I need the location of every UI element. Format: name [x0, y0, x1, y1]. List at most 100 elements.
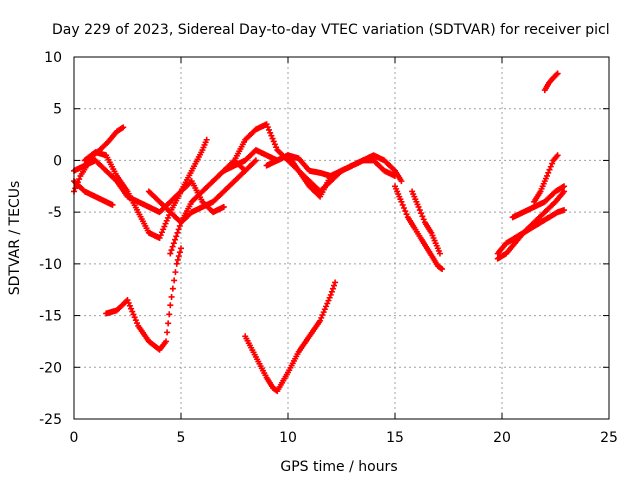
data-point [264, 124, 271, 131]
y-tick-label: 10 [44, 50, 62, 66]
data-point [265, 126, 272, 133]
data-point [124, 297, 131, 304]
y-axis-label: SDTVAR / TECUs [7, 181, 23, 296]
y-tick-label: -20 [39, 360, 62, 376]
data-point [160, 226, 167, 233]
data-point [419, 213, 426, 220]
plot-frame [73, 56, 610, 420]
data-point [326, 294, 333, 301]
series-track-5 [103, 245, 184, 353]
series-track-10 [263, 152, 398, 179]
data-point [317, 317, 324, 324]
data-point [553, 71, 560, 78]
x-tick-label: 0 [70, 430, 79, 446]
series-track-7 [167, 157, 259, 257]
data-point [561, 188, 568, 195]
data-point [132, 317, 139, 324]
data-point [325, 297, 332, 304]
data-point [131, 314, 138, 321]
series-track-12 [392, 183, 446, 273]
data-point [167, 250, 174, 257]
data-point [549, 160, 556, 167]
series-track-14 [494, 207, 568, 257]
data-point [164, 214, 171, 221]
data-point [134, 320, 141, 327]
data-point [169, 243, 176, 250]
data-point [268, 132, 275, 139]
series-track-3 [81, 149, 227, 241]
data-point [220, 203, 227, 210]
data-point [324, 300, 331, 307]
data-point [169, 285, 176, 292]
axis-ticks: 0 5 10 15 20 25 -25 -20 -15 -10 -5 0 5 10 [39, 50, 618, 446]
data-point [318, 314, 325, 321]
data-point [392, 172, 398, 179]
data-point [439, 266, 446, 273]
series-track-9 [231, 121, 345, 195]
y-tick-label: -10 [39, 257, 62, 273]
data-point [171, 277, 178, 284]
x-tick-label: 15 [386, 430, 404, 446]
data-point [273, 144, 280, 151]
series-track-4 [71, 178, 116, 208]
data-point [165, 320, 172, 327]
y-tick-label: -25 [39, 412, 62, 428]
data-point [543, 172, 550, 179]
data-point [420, 216, 427, 223]
data-point [162, 220, 169, 227]
x-tick-label: 25 [600, 430, 618, 446]
data-point [546, 166, 553, 173]
data-point [418, 210, 425, 217]
data-point [269, 135, 276, 142]
data-point [251, 158, 258, 165]
data-point [163, 217, 170, 224]
data-point [76, 176, 83, 183]
data-point [321, 306, 328, 313]
data-point [416, 207, 423, 214]
data-point [168, 247, 175, 254]
series-track-16 [509, 183, 568, 221]
data-point [327, 291, 334, 298]
data-point [398, 178, 405, 185]
data-point [547, 163, 554, 170]
data-point [175, 253, 182, 260]
data-point [120, 124, 127, 131]
data-point [157, 232, 164, 239]
data-point [72, 185, 79, 192]
data-point [271, 141, 278, 148]
data-point [332, 279, 339, 286]
x-tick-label: 10 [279, 430, 297, 446]
data-point [129, 308, 136, 315]
data-point [267, 129, 274, 136]
data-point [128, 305, 135, 312]
data-point [173, 260, 180, 267]
data-point [561, 183, 568, 190]
data-point [323, 303, 330, 310]
data-point [331, 282, 338, 289]
data-point [320, 309, 327, 316]
data-point [328, 288, 335, 295]
data-point [168, 293, 175, 300]
data-point [109, 201, 116, 208]
data-point [176, 222, 183, 229]
data-point [329, 285, 336, 292]
x-axis-label: GPS time / hours [280, 459, 397, 475]
data-point [554, 70, 561, 77]
data-point [270, 138, 277, 145]
data-point [174, 256, 181, 263]
x-tick-label: 5 [177, 430, 186, 446]
data-point [125, 299, 132, 306]
y-tick-label: -15 [39, 309, 62, 325]
y-tick-label: -5 [48, 205, 62, 221]
series-track-2 [71, 136, 210, 216]
data-point [263, 121, 270, 128]
data-series [71, 70, 568, 395]
data-point [126, 302, 133, 309]
series-track-15 [494, 188, 568, 262]
data-point [164, 329, 171, 336]
data-point [172, 269, 179, 276]
data-point [400, 205, 407, 212]
y-tick-label: 5 [53, 102, 62, 118]
data-point [175, 226, 182, 233]
